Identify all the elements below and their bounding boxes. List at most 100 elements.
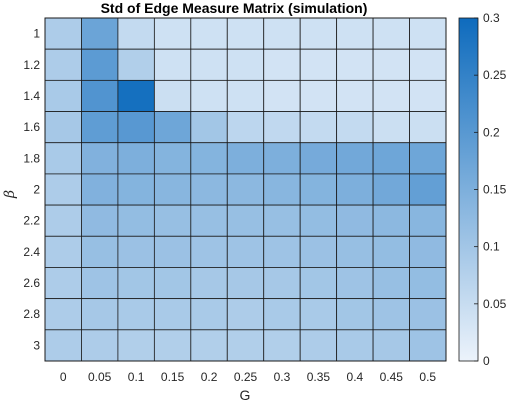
heatmap-cell-r6-c5: [226, 204, 265, 237]
heatmap-cell-r8-c1: [81, 267, 119, 300]
heatmap-cell-r3-c3: [153, 111, 192, 144]
heatmap-cell-r0-c5: [226, 17, 265, 50]
heatmap-cell-r2-c6: [263, 79, 301, 112]
heatmap-cell-r6-c8: [336, 204, 374, 237]
heatmap-cell-r1-c7: [299, 48, 338, 81]
heatmap-cell-r4-c8: [336, 142, 374, 175]
x-tick-label: 0.2: [201, 370, 218, 384]
chart-title: Std of Edge Measure Matrix (simulation): [101, 0, 368, 16]
heatmap-cell-r3-c9: [372, 111, 410, 144]
heatmap-cell-r4-c5: [226, 142, 265, 175]
heatmap-cell-r3-c8: [336, 111, 374, 144]
x-axis-label: G: [240, 387, 251, 401]
heatmap-cell-r8-c7: [299, 267, 338, 300]
heatmap-cell-r2-c8: [336, 79, 374, 112]
heatmap-cell-r3-c10: [409, 111, 447, 144]
heatmap-cell-r2-c10: [409, 79, 447, 112]
heatmap-cell-r5-c0: [44, 173, 82, 206]
y-tick-label: 1.6: [23, 120, 40, 134]
heatmap-cell-r2-c5: [226, 79, 265, 112]
heatmap-cell-r5-c6: [263, 173, 301, 206]
x-tick-label: 0: [60, 370, 67, 384]
heatmap-cell-r8-c5: [226, 267, 265, 300]
heatmap-cell-r6-c7: [299, 204, 338, 237]
heatmap-cell-r9-c0: [44, 298, 82, 331]
x-tick-labels: 0 0.05 0.1 0.15 0.2 0.25 0.3 0.35 0.4 0.45 0.5: [60, 370, 437, 384]
colorbar-tick-label: 0.3: [483, 11, 500, 25]
heatmap-cell-r1-c3: [153, 48, 192, 81]
x-tick-label: 0.1: [128, 370, 145, 384]
y-tick-label: 2.8: [23, 307, 40, 321]
heatmap-cell-r9-c4: [190, 298, 228, 331]
heatmap-cell-r0-c7: [299, 17, 338, 50]
heatmap-cell-r9-c10: [409, 298, 447, 331]
heatmap-cell-r6-c9: [372, 204, 410, 237]
heatmap-cell-r1-c9: [372, 48, 410, 81]
y-tick-label: 3: [33, 338, 40, 352]
colorbar-tick-label: 0.15: [483, 183, 507, 197]
y-tick-label: 1.8: [23, 151, 40, 165]
colorbar-tick-label: 0.2: [483, 125, 500, 139]
heatmap-cell-r7-c10: [409, 235, 447, 268]
colorbar-tick-label: 0.05: [483, 297, 507, 311]
heatmap-cell-r2-c9: [372, 79, 410, 112]
y-tick-label: 1.2: [23, 58, 40, 72]
x-tick-label: 0.4: [347, 370, 364, 384]
heatmap-cell-r8-c4: [190, 267, 228, 300]
heatmap-cell-r1-c6: [263, 48, 301, 81]
y-tick-label: 2.4: [23, 245, 40, 259]
heatmap-cell-r7-c4: [190, 235, 228, 268]
heatmap-cell-r7-c8: [336, 235, 374, 268]
heatmap-cell-r3-c7: [299, 111, 338, 144]
heatmap-cell-r8-c10: [409, 267, 447, 300]
heatmap-cell-r4-c0: [44, 142, 82, 175]
heatmap-cell-r10-c4: [190, 329, 228, 362]
heatmap-cell-r1-c4: [190, 48, 228, 81]
heatmap-cell-r9-c1: [81, 298, 119, 331]
heatmap-cell-r8-c9: [372, 267, 410, 300]
heatmap-cell-r5-c2: [117, 173, 155, 206]
plot-frame: [44, 17, 447, 362]
colorbar: 0 0.05 0.1 0.15 0.2 0.25 0.3: [458, 11, 507, 368]
y-tick-label: 2.2: [23, 214, 40, 228]
heatmap-cell-r5-c1: [81, 173, 119, 206]
heatmap-cell-r7-c3: [153, 235, 192, 268]
heatmap-cell-r10-c9: [372, 329, 410, 362]
heatmap-cell-r4-c4: [190, 142, 228, 175]
heatmap-cell-r10-c2: [117, 329, 155, 362]
heatmap-cell-r8-c2: [117, 267, 155, 300]
heatmap-cell-r3-c5: [226, 111, 265, 144]
heatmap-cell-r4-c10: [409, 142, 447, 175]
heatmap-cell-r2-c0: [44, 79, 82, 112]
heatmap-cell-r0-c9: [372, 17, 410, 50]
heatmap-cell-r7-c6: [263, 235, 301, 268]
heatmap-cell-r0-c2: [117, 17, 155, 50]
heatmap-cell-r9-c6: [263, 298, 301, 331]
heatmap-cell-r9-c2: [117, 298, 155, 331]
heatmap-cells: [44, 17, 447, 362]
x-tick-label: 0.15: [161, 370, 185, 384]
heatmap-cell-r7-c2: [117, 235, 155, 268]
heatmap-cell-r4-c2: [117, 142, 155, 175]
heatmap-cell-r2-c1: [81, 79, 119, 112]
heatmap-cell-r0-c3: [153, 17, 192, 50]
heatmap-cell-r4-c1: [81, 142, 119, 175]
heatmap-cell-r9-c5: [226, 298, 265, 331]
y-tick-label: 1: [33, 27, 40, 41]
heatmap-cell-r2-c4: [190, 79, 228, 112]
heatmap-cell-r7-c7: [299, 235, 338, 268]
heatmap-cell-r5-c8: [336, 173, 374, 206]
y-axis-label: β: [2, 190, 18, 199]
heatmap-cell-r5-c9: [372, 173, 410, 206]
heatmap-cell-r9-c9: [372, 298, 410, 331]
y-tick-label: 2.6: [23, 276, 40, 290]
heatmap-cell-r6-c0: [44, 204, 82, 237]
heatmap-cell-r9-c8: [336, 298, 374, 331]
heatmap-cell-r1-c8: [336, 48, 374, 81]
heatmap-cell-r6-c6: [263, 204, 301, 237]
x-tick-label: 0.05: [88, 370, 112, 384]
heatmap-cell-r10-c1: [81, 329, 119, 362]
heatmap-cell-r6-c10: [409, 204, 447, 237]
heatmap-cell-r8-c0: [44, 267, 82, 300]
heatmap-cell-r10-c6: [263, 329, 301, 362]
